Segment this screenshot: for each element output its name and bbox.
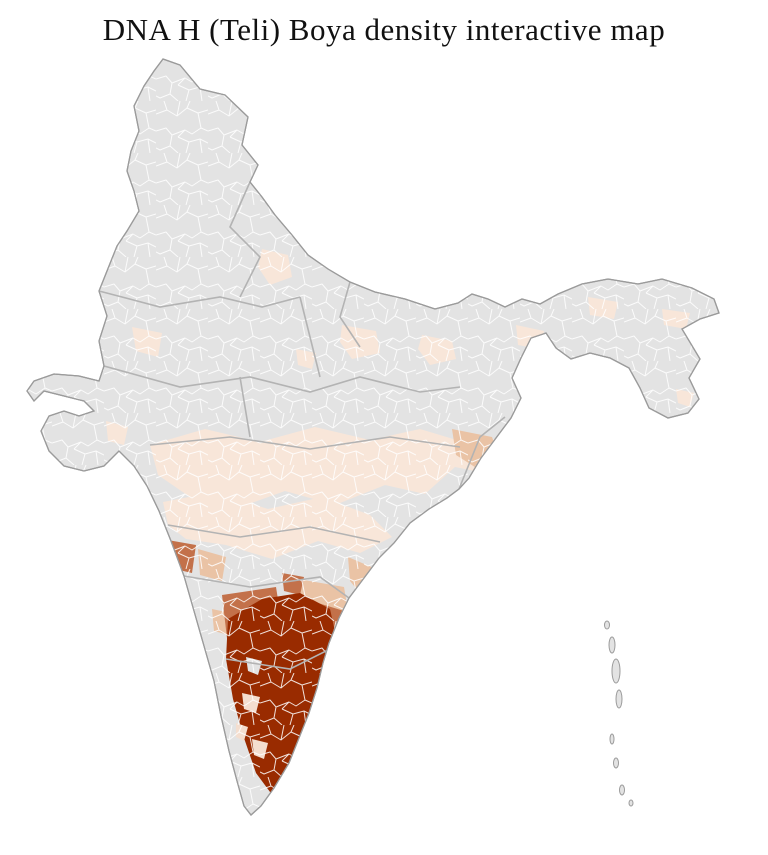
island[interactable] [615, 689, 623, 709]
andaman-nicobar-islands[interactable] [604, 620, 634, 807]
state-border-line [458, 416, 506, 490]
state-border-line [183, 575, 350, 599]
state-border-line [239, 296, 321, 438]
island[interactable] [619, 784, 625, 796]
map-title: DNA H (Teli) Boya density interactive ma… [102, 12, 666, 47]
state-border-line [98, 290, 301, 308]
state-border-line [339, 281, 361, 348]
state-borders [98, 181, 506, 670]
state-border-line [229, 181, 261, 298]
india-outline [26, 58, 720, 816]
state-border-line [167, 524, 381, 543]
island[interactable] [613, 757, 619, 769]
map-stage [0, 52, 768, 852]
choropleth-layers [27, 59, 719, 815]
india-map[interactable] [0, 52, 768, 852]
island[interactable] [604, 620, 610, 630]
island[interactable] [609, 733, 615, 745]
district-mesh-overlay [27, 59, 719, 815]
state-border-line [225, 644, 339, 670]
island[interactable] [608, 636, 616, 654]
island[interactable] [611, 658, 621, 684]
state-border-line [103, 365, 461, 393]
district-dark-grey[interactable] [500, 453, 516, 471]
island[interactable] [628, 799, 634, 807]
state-border-line [149, 436, 461, 450]
